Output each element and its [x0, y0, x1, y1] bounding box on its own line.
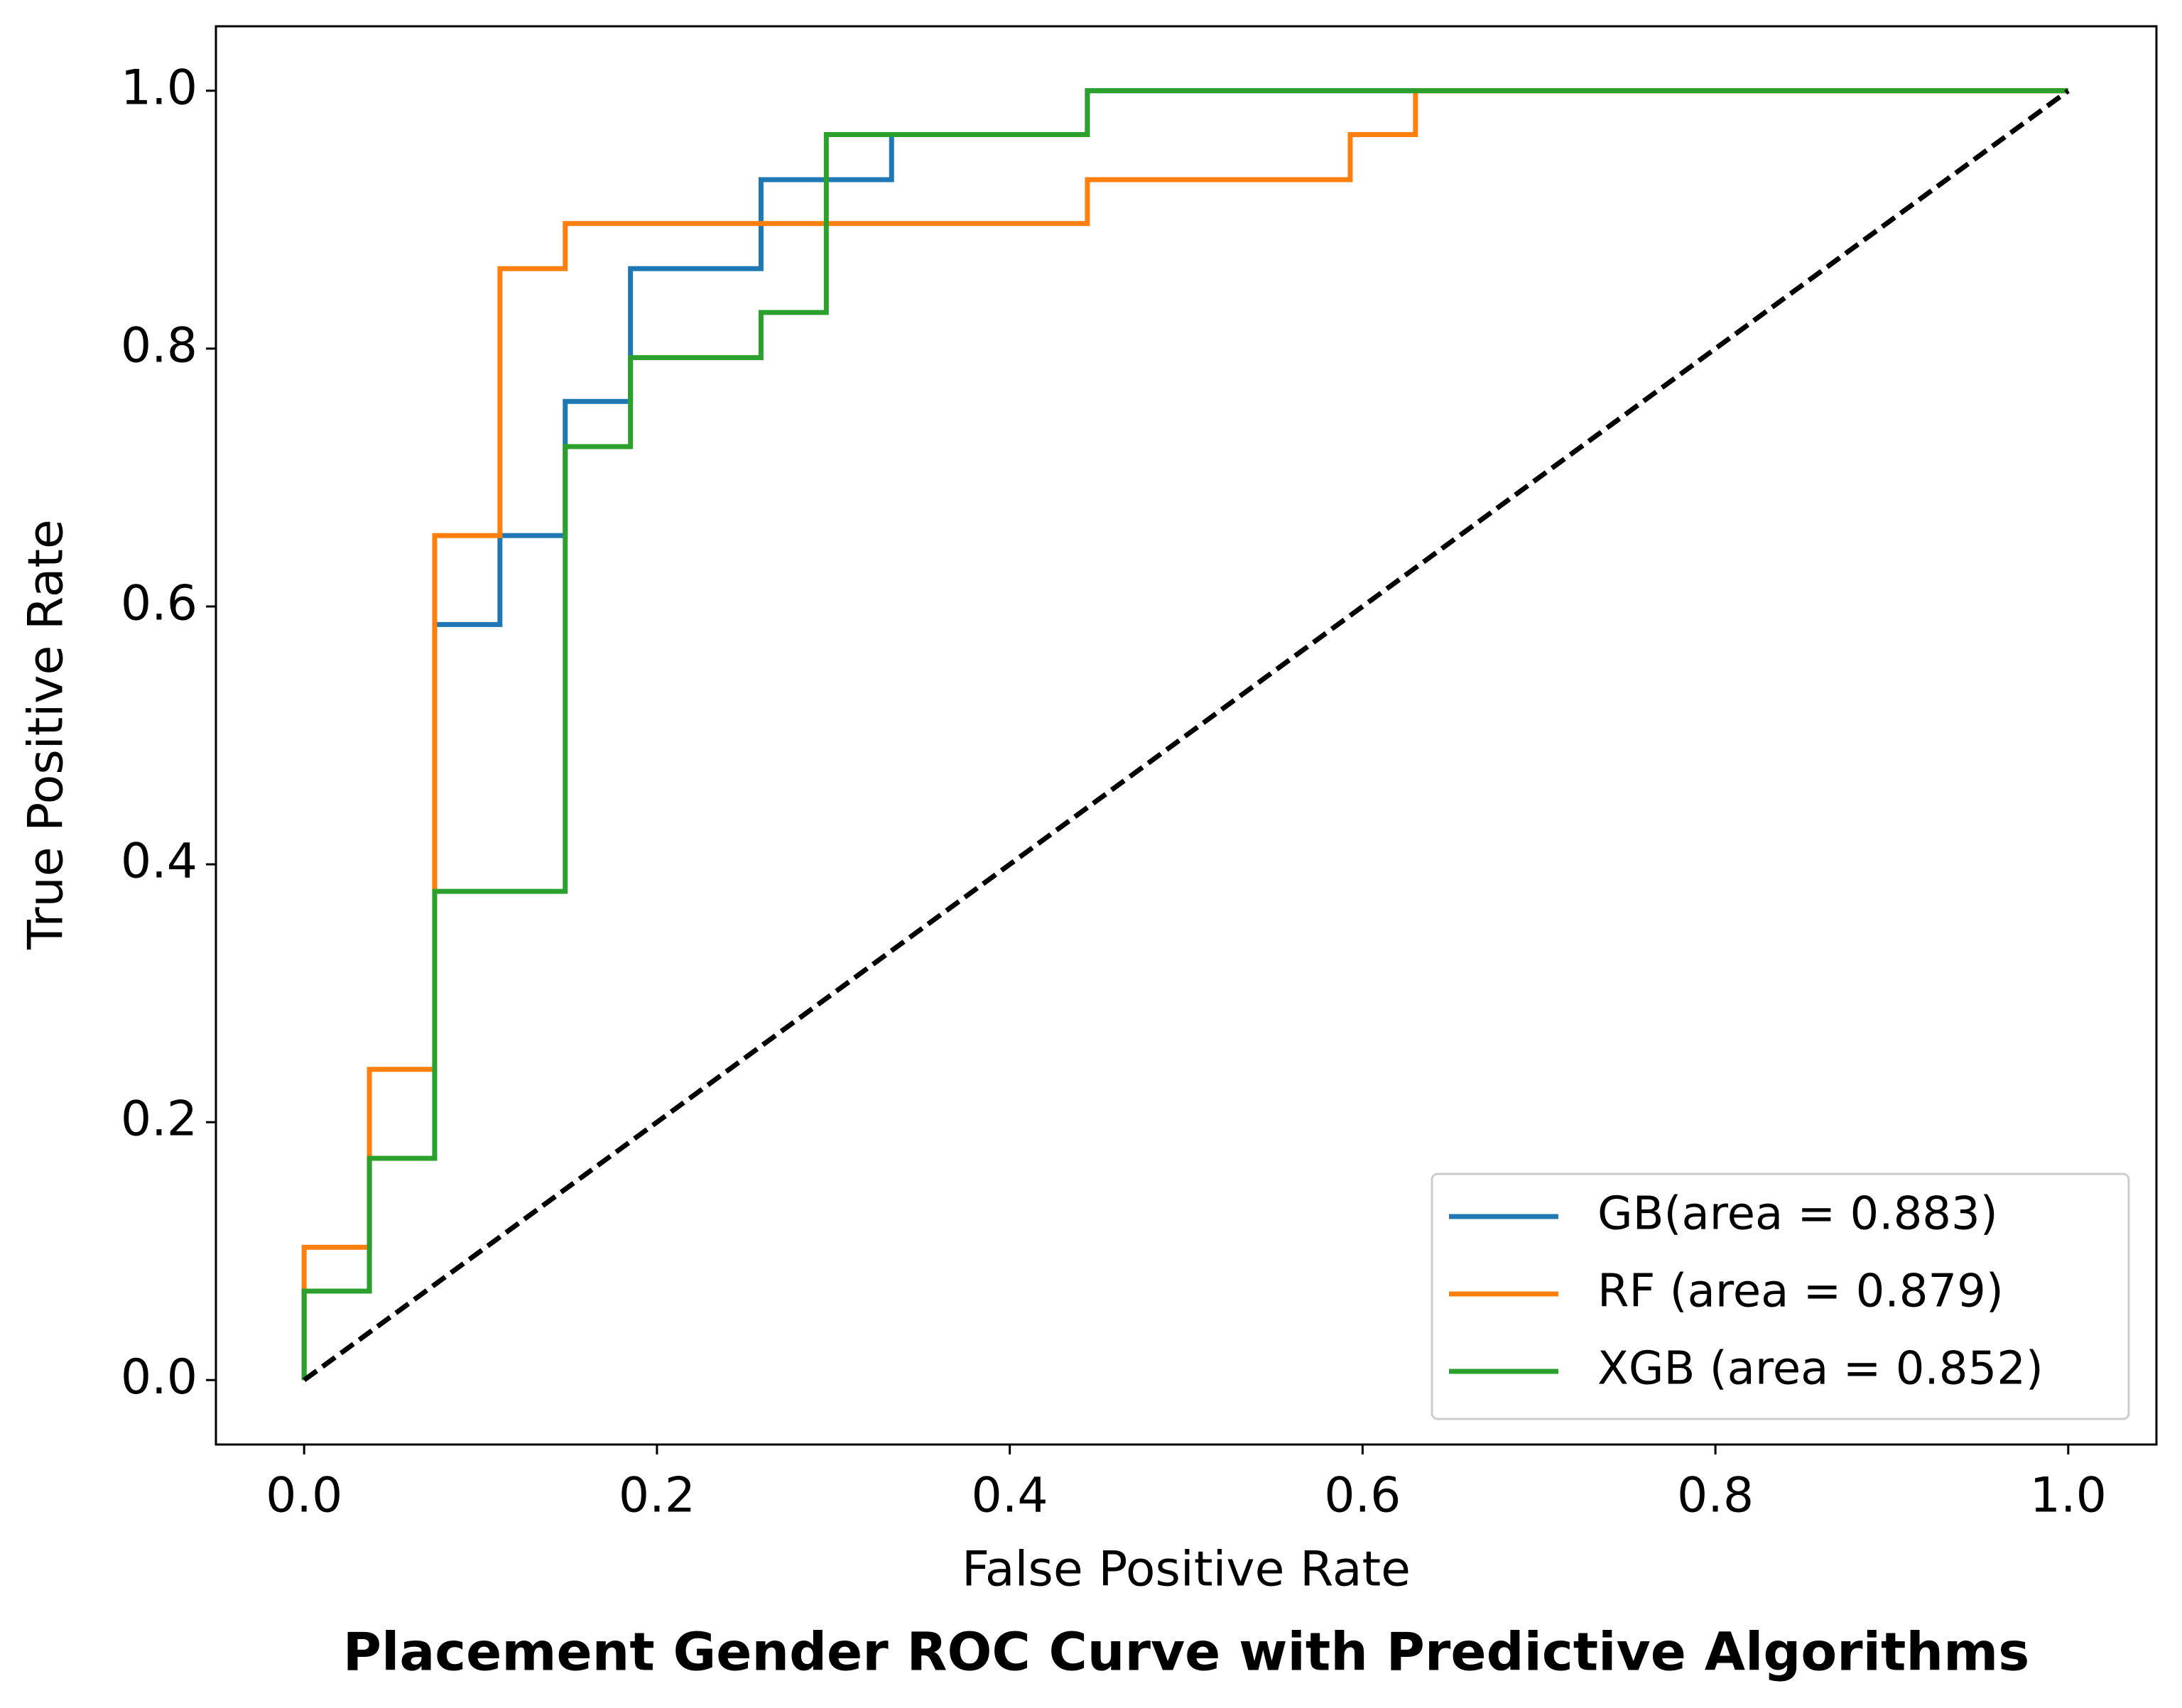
plot-frame	[215, 25, 2158, 1446]
y-axis-label: True Positive Rate	[18, 519, 75, 950]
x-tick-label: 0.8	[1677, 1468, 1754, 1524]
y-tick-label: 1.0	[121, 60, 197, 116]
x-tick-label: 0.0	[266, 1468, 342, 1524]
x-tick-label: 0.2	[619, 1468, 695, 1524]
x-tick-label: 0.4	[972, 1468, 1048, 1524]
y-tick-label: 0.6	[121, 576, 197, 632]
x-axis-label: False Positive Rate	[962, 1542, 1411, 1598]
y-tick-label: 0.0	[121, 1349, 197, 1405]
y-tick-label: 0.8	[121, 317, 197, 374]
y-tick-label: 0.2	[121, 1092, 197, 1148]
roc-curve	[301, 88, 2068, 1381]
legend-label: GB(area = 0.883)	[1597, 1188, 1998, 1241]
legend-label: XGB (area = 0.852)	[1597, 1343, 2043, 1396]
reference-line	[303, 88, 2070, 1383]
x-tick-label: 1.0	[2030, 1468, 2107, 1524]
legend-box	[1431, 1173, 2130, 1420]
legend-label: RF (area = 0.879)	[1597, 1266, 2004, 1318]
x-tick-label: 0.6	[1324, 1468, 1401, 1524]
y-tick-label: 0.4	[121, 834, 197, 890]
roc-curve	[301, 88, 2068, 1381]
chart-title: Placement Gender ROC Curve with Predicti…	[343, 1622, 2029, 1683]
